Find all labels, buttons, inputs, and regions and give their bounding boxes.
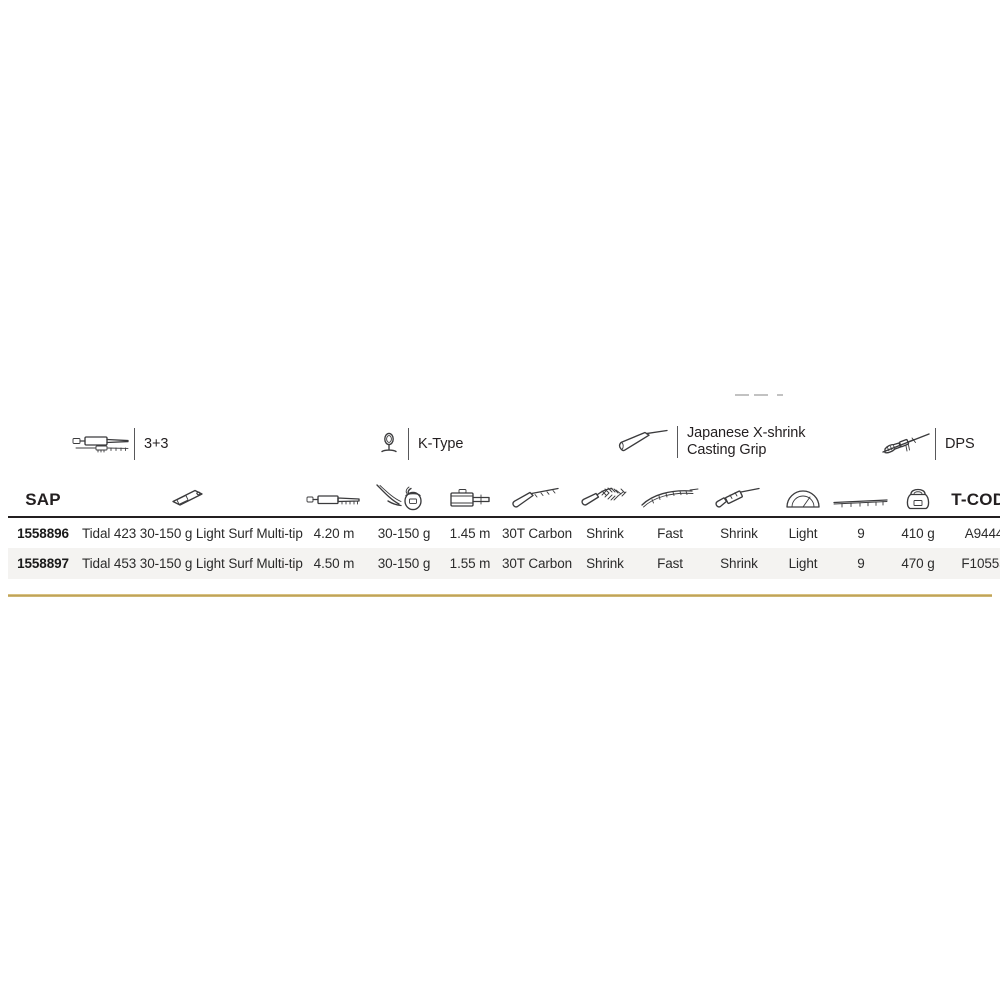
cell-tcode: F10555 <box>961 556 1000 571</box>
casting-weight-icon <box>375 482 433 512</box>
column-header-weight <box>890 470 946 518</box>
bottom-gold-rule <box>8 594 992 597</box>
column-header-action <box>636 470 704 518</box>
legend-item-reel-seat: DPS <box>881 422 975 466</box>
cell-product-name: Tidal 453 30-150 g Light Surf Multi-tip <box>82 556 303 571</box>
cell-guides: 9 <box>857 525 865 541</box>
column-header-rear-grip <box>704 470 774 518</box>
column-header-front-grip <box>574 470 636 518</box>
cell-front-grip: Shrink <box>586 556 624 571</box>
weight-kettlebell-icon <box>903 482 933 512</box>
cell-action: Fast <box>657 525 683 541</box>
cell-casting: 30-150 g <box>377 525 431 541</box>
power-gauge-icon <box>784 486 822 512</box>
cell-transport: 1.45 m <box>449 525 491 541</box>
column-header-tcode-label: T-CODE <box>951 490 1000 509</box>
cell-transport: 1.55 m <box>449 556 491 571</box>
cell-tcode: A9444 <box>964 525 1000 541</box>
cell-guides: 9 <box>857 556 865 571</box>
legend-item-sections: 3+3 <box>70 422 168 466</box>
legend-label-reel-seat: DPS <box>945 436 975 452</box>
scan-artifact-marks <box>735 392 795 400</box>
cell-length: 4.20 m <box>313 525 355 541</box>
rod-length-icon <box>305 486 363 512</box>
cell-weight: 410 g <box>901 525 935 541</box>
spec-table-body: 1558896 Tidal 423 30-150 g Light Surf Mu… <box>8 517 1000 579</box>
legend-divider <box>408 428 409 460</box>
cell-casting: 30-150 g <box>377 556 431 571</box>
product-tag-icon <box>169 482 209 512</box>
spec-table: SAP <box>8 470 1000 579</box>
cell-power: Light <box>788 556 818 571</box>
column-header-sap: SAP <box>8 470 78 518</box>
column-header-tcode: T-CODE <box>946 470 1000 518</box>
legend-divider <box>134 428 135 460</box>
cell-rear-grip: Shrink <box>720 525 758 541</box>
cell-material: 30T Carbon <box>501 556 573 571</box>
cell-front-grip: Shrink <box>586 525 624 541</box>
table-row[interactable]: 1558897 Tidal 453 30-150 g Light Surf Mu… <box>8 548 1000 579</box>
guides-count-icon <box>832 490 890 512</box>
column-header-sap-label: SAP <box>25 490 61 509</box>
legend-label-guide-type: K-Type <box>418 436 464 452</box>
legend-divider <box>935 428 936 460</box>
cell-power: Light <box>788 525 818 541</box>
cell-length: 4.50 m <box>313 556 355 571</box>
table-row[interactable]: 1558896 Tidal 423 30-150 g Light Surf Mu… <box>8 517 1000 548</box>
casting-grip-icon <box>613 422 675 462</box>
column-header-casting-weight <box>368 470 440 518</box>
legend-label-casting-grip: Japanese X-shrink Casting Grip <box>687 425 806 458</box>
column-header-power <box>774 470 832 518</box>
column-header-transport-length <box>440 470 500 518</box>
shrink-grip-icon <box>580 484 630 512</box>
legend-row: 3+3 K-Type <box>8 420 992 474</box>
transport-case-icon <box>447 484 493 512</box>
column-header-length <box>300 470 368 518</box>
column-header-guides <box>832 470 890 518</box>
cell-rear-grip: Shrink <box>720 556 758 571</box>
cell-sap: 1558896 <box>17 525 69 541</box>
cell-material: 30T Carbon <box>501 525 573 541</box>
legend-label-sections: 3+3 <box>144 436 169 452</box>
legend-item-casting-grip: Japanese X-shrink Casting Grip <box>613 420 806 464</box>
cell-action: Fast <box>657 556 683 571</box>
rear-grip-icon <box>714 486 764 512</box>
rod-action-icon <box>640 486 700 512</box>
blank-material-icon <box>510 486 564 512</box>
rod-sections-icon <box>70 424 132 464</box>
column-header-product-name <box>78 470 300 518</box>
spec-table-head: SAP <box>8 470 1000 518</box>
legend-item-guide-type: K-Type <box>372 422 463 466</box>
cell-weight: 470 g <box>901 556 935 571</box>
guide-ring-icon <box>372 424 406 464</box>
reel-seat-icon <box>881 424 933 464</box>
column-header-material <box>500 470 574 518</box>
cell-product-name: Tidal 423 30-150 g Light Surf Multi-tip <box>82 525 303 541</box>
cell-sap: 1558897 <box>17 556 69 571</box>
legend-divider <box>677 426 678 458</box>
